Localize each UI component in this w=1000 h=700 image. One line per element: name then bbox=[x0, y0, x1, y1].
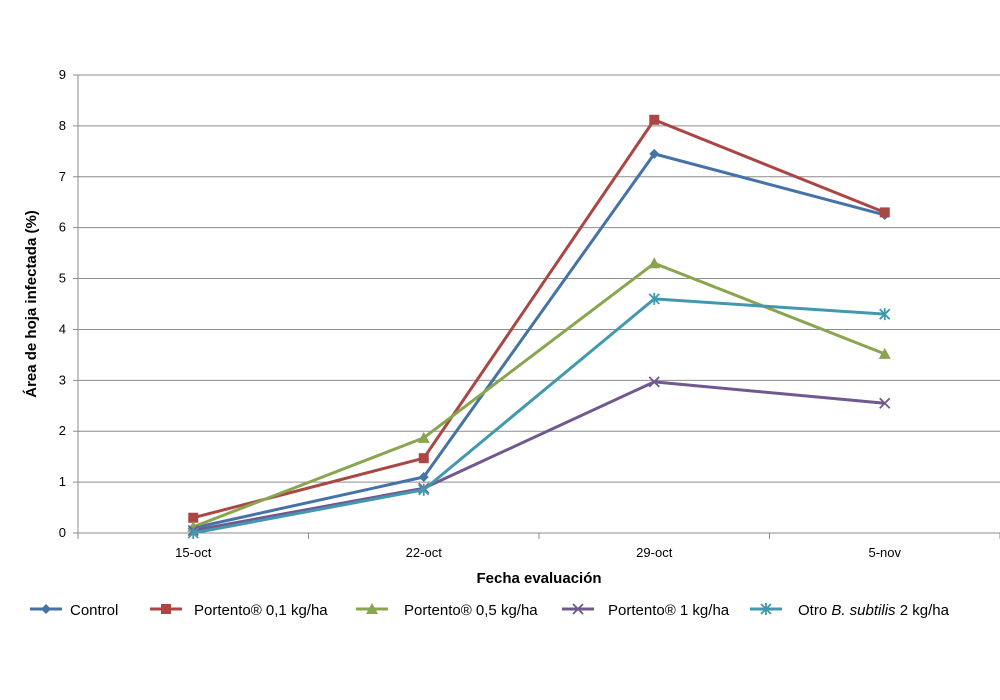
legend-item: Control bbox=[30, 602, 118, 619]
series-3 bbox=[187, 376, 891, 537]
series-line bbox=[192, 380, 885, 532]
legend-marker bbox=[366, 603, 378, 614]
legend: Control Portento® 0,1 kg/ha Portento® 0,5 … bbox=[30, 602, 950, 619]
data-point bbox=[188, 512, 199, 523]
series-line bbox=[192, 118, 886, 520]
y-tick-label: 6 bbox=[59, 220, 66, 235]
legend-label: Otro B. subtilis 2 kg/ha bbox=[798, 602, 950, 619]
data-point bbox=[648, 292, 660, 305]
legend-marker bbox=[760, 603, 772, 615]
data-point bbox=[648, 376, 660, 388]
data-point bbox=[187, 527, 199, 539]
y-tick-label: 8 bbox=[59, 118, 66, 133]
x-tick-label: 22-oct bbox=[406, 545, 443, 560]
legend-marker bbox=[161, 604, 171, 614]
y-tick-label: 0 bbox=[59, 525, 66, 540]
y-tick-label: 5 bbox=[59, 271, 66, 286]
y-tick-label: 1 bbox=[59, 474, 66, 489]
data-point bbox=[417, 431, 430, 443]
axes: 0 1 2 3 4 5 6 7 8 9 15-oct 22-oct 29-oct 5-nov bbox=[59, 67, 1000, 560]
x-axis-title: Fecha evaluación bbox=[476, 570, 601, 587]
y-tick-label: 9 bbox=[59, 67, 66, 82]
data-point bbox=[879, 308, 891, 321]
series-line bbox=[192, 261, 886, 529]
legend-item: Portento® 0,1 kg/ha bbox=[150, 602, 328, 619]
y-tick-label: 3 bbox=[59, 372, 66, 387]
legend-label-part: Otro bbox=[798, 602, 831, 619]
series-layer bbox=[187, 114, 891, 539]
data-point bbox=[418, 483, 430, 496]
legend-label: Portento® 0,5 kg/ha bbox=[404, 602, 538, 619]
legend-label: Control bbox=[70, 602, 118, 619]
legend-marker bbox=[41, 604, 51, 614]
legend-label: Portento® 0,1 kg/ha bbox=[194, 602, 328, 619]
legend-marker bbox=[572, 603, 584, 615]
series-line bbox=[192, 152, 886, 530]
series-0 bbox=[188, 148, 890, 533]
data-point bbox=[649, 148, 660, 159]
data-point bbox=[878, 347, 891, 359]
legend-item: Portento® 0,5 kg/ha bbox=[356, 602, 538, 619]
legend-item: Portento® 1 kg/ha bbox=[562, 602, 730, 619]
data-point bbox=[648, 257, 661, 269]
legend-label-part: B. subtilis bbox=[831, 602, 896, 619]
series-1 bbox=[188, 114, 890, 523]
x-tick-label: 29-oct bbox=[636, 545, 673, 560]
y-tick-label: 7 bbox=[59, 169, 66, 184]
data-point bbox=[418, 453, 429, 464]
x-tick-label: 15-oct bbox=[175, 545, 212, 560]
series-4 bbox=[187, 292, 891, 539]
y-axis-title: Área de hoja infectada (%) bbox=[23, 210, 40, 398]
data-point bbox=[879, 397, 891, 409]
data-point bbox=[418, 472, 429, 483]
legend-label-part: 2 kg/ha bbox=[896, 602, 950, 619]
data-point bbox=[649, 114, 660, 125]
legend-label: Portento® 1 kg/ha bbox=[608, 602, 730, 619]
x-tick-label: 5-nov bbox=[868, 545, 901, 560]
gridlines bbox=[78, 74, 1000, 534]
y-tick-label: 2 bbox=[59, 423, 66, 438]
y-tick-label: 4 bbox=[59, 321, 66, 336]
legend-item: Otro B. subtilis 2 kg/ha bbox=[750, 602, 950, 619]
series-line bbox=[192, 297, 885, 535]
data-point bbox=[879, 207, 890, 218]
